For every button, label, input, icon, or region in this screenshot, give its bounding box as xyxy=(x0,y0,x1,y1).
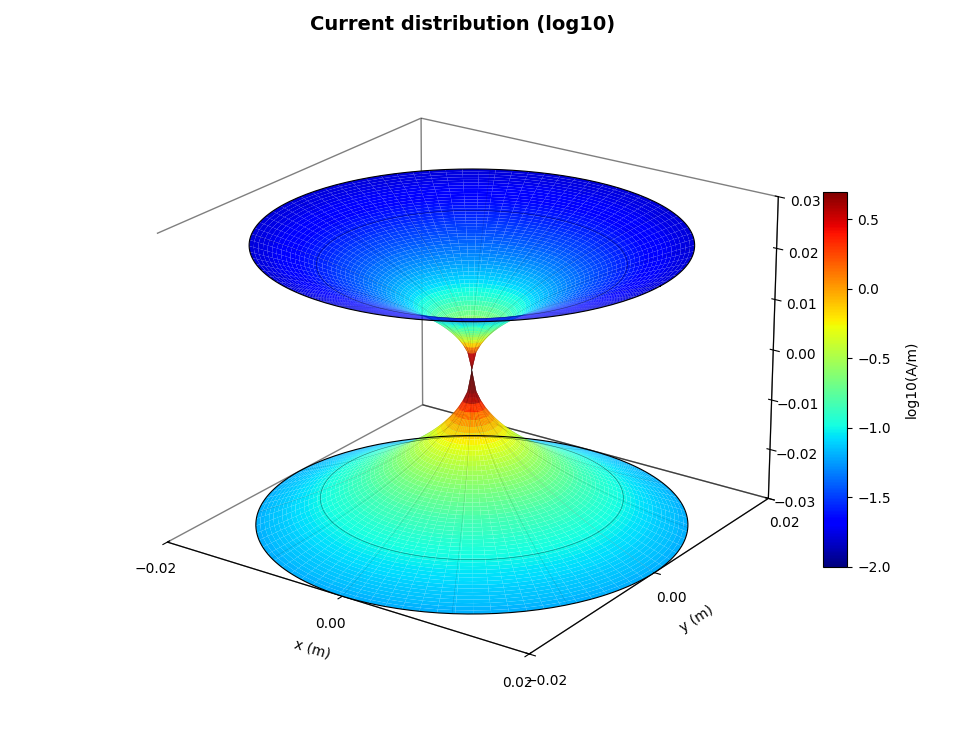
Y-axis label: log10(A/m): log10(A/m) xyxy=(905,340,918,418)
Title: Current distribution (log10): Current distribution (log10) xyxy=(310,15,615,34)
Y-axis label: y (m): y (m) xyxy=(677,603,715,636)
X-axis label: x (m): x (m) xyxy=(292,637,331,662)
